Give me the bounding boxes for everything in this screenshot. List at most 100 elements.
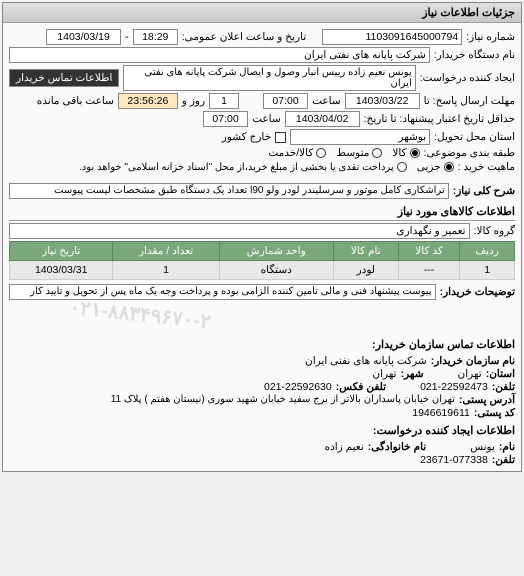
goods-group-value: تعمیر و نگهداری [9,223,470,239]
org-label: نام سازمان خریدار: [431,355,515,367]
validity-date: 1403/04/02 [285,111,360,127]
row-buyer-org: نام دستگاه خریدار: شرکت پایانه های نفتی … [9,47,515,63]
contact-section-title: اطلاعات تماس سازمان خریدار: [9,336,515,353]
td-code: --- [398,261,460,280]
creator-value: یونس نعیم زاده رییس انبار وصول و ایصال ش… [123,65,415,91]
td-qty: 1 [113,261,219,280]
abroad-checkbox[interactable] [275,132,286,143]
panel-title: جزئیات اطلاعات نیاز [3,3,521,23]
buyer-notes-label: توضیحات خریدار: [440,286,515,298]
row-tender-title: شرح کلی نیاز: تراشکاری کامل موتور و سرسل… [9,183,515,199]
budget-radio-group: کالا متوسط کالا/خدمت [268,147,419,159]
public-datetime-label: تاریخ و ساعت اعلان عمومی: [182,31,306,43]
radio-dot-icon [316,148,326,158]
contact-block: اطلاعات تماس سازمان خریدار: نام سازمان خ… [9,336,515,466]
row-buyer-notes: توضیحات خریدار: پیوست پیشنهاد فنی و مالی… [9,284,515,300]
th-unit: واحد شمارش [219,242,333,261]
buyer-notes-value: پیوست پیشنهاد فنی و مالی تامین کننده الز… [9,284,436,300]
creator-section-title: اطلاعات ایجاد کننده درخواست: [9,422,515,439]
postal-code-label: کد پستی: [474,407,515,419]
validity-label: حداقل تاریخ اعتبار پیشنهاد: تا تاریخ: [364,113,515,125]
budget-type-label: طبقه بندی موضوعی: [424,147,515,159]
time-label-1: ساعت [312,95,341,107]
province-value: تهران [458,368,482,380]
buyer-contact-button[interactable]: اطلاعات تماس خریدار [9,69,119,87]
row-nature: ماهیت خرید : جزیی پرداخت نقدی یا بخشی از… [9,161,515,173]
buyer-org-value: شرکت پایانه های نفتی ایران [9,47,430,63]
remaining-label: ساعت باقی مانده [37,95,114,107]
lname-label: نام خانوادگی: [368,441,426,453]
buyer-org-label: نام دستگاه خریدار: [434,49,515,61]
time-label-2: ساعت [252,113,281,125]
nature-radio-group: جزیی پرداخت نقدی یا بخشی از مبلغ خرید،از… [79,161,454,173]
dash-sep: - [125,31,129,43]
td-date: 1403/03/31 [10,261,113,280]
request-no-value: 1103091645000794 [322,29,462,45]
creator-label: ایجاد کننده درخواست: [420,72,515,84]
budget-radio-service[interactable]: کالا/خدمت [268,147,326,159]
watermark-text: ۰۲۱-۸۸۳۴۹۶۷۰-۲ [68,295,212,335]
fax-label: تلفن فکس: [336,381,386,393]
validity-time: 07:00 [203,111,248,127]
radio-dot-icon [410,148,420,158]
row-budget-type: طبقه بندی موضوعی: کالا متوسط کالا/خدمت [9,147,515,159]
row-reply-deadline: مهلت ارسال پاسخ: تا 1403/03/22 ساعت 07:0… [9,93,515,109]
row-request-no: شماره نیاز: 1103091645000794 تاریخ و ساع… [9,29,515,45]
radio-dot-icon [397,162,407,172]
reply-deadline-date: 1403/03/22 [345,93,420,109]
table-row: 1 --- لودر دستگاه 1 1403/03/31 [10,261,515,280]
td-row: 1 [460,261,515,280]
phone-value: 021-22592473 [420,381,488,393]
days-label: روز و [182,95,205,107]
th-qty: تعداد / مقدار [113,242,219,261]
cphone-value: 23671-077338 [420,454,488,466]
budget-radio-medium[interactable]: متوسط [336,147,382,159]
td-unit: دستگاه [219,261,333,280]
delivery-state-label: استان محل تحویل: [434,131,515,143]
postal-addr-label: آدرس پستی: [459,394,515,406]
days-remaining: 1 [209,93,239,109]
panel-body: شماره نیاز: 1103091645000794 تاریخ و ساع… [3,23,521,471]
budget-goods-label: کالا [392,147,406,159]
public-date: 1403/03/19 [46,29,121,45]
th-code: کد کالا [398,242,460,261]
city-value: تهران [372,368,396,380]
budget-medium-label: متوسط [336,147,369,159]
remaining-time: 23:56:26 [118,93,178,109]
abroad-label: خارج کشور [222,131,271,143]
tender-title-value: تراشکاری کامل موتور و سرسلیندر لودر ولو … [9,183,449,199]
th-row: ردیف [460,242,515,261]
main-panel: جزئیات اطلاعات نیاز شماره نیاز: 11030916… [2,2,522,472]
td-name: لودر [333,261,398,280]
postal-code-value: 1946619611 [412,407,470,419]
fname-label: نام: [499,441,515,453]
row-validity: حداقل تاریخ اعتبار پیشنهاد: تا تاریخ: 14… [9,111,515,127]
budget-service-label: کالا/خدمت [268,147,313,159]
request-no-label: شماره نیاز: [466,31,515,43]
city-label: شهر: [401,368,424,380]
watermark-area: ۰۲۱-۸۸۳۴۹۶۷۰-۲ [9,302,515,332]
radio-dot-icon [444,162,454,172]
fname-value: یونس [470,441,495,453]
nature-nopartial-label: پرداخت نقدی یا بخشی از مبلغ خرید،از محل … [79,162,394,173]
cphone-label: تلفن: [492,454,515,466]
public-time: 18:29 [133,29,178,45]
nature-radio-partial[interactable]: جزیی [417,161,454,173]
radio-dot-icon [372,148,382,158]
delivery-state-value: بوشهر [290,129,430,145]
province-label: استان: [486,368,515,380]
nature-radio-nopartial[interactable]: پرداخت نقدی یا بخشی از مبلغ خرید،از محل … [79,162,407,173]
goods-section-title: اطلاعات کالاهای مورد نیاز [9,203,515,221]
org-value: شرکت پایانه های نفتی ایران [305,355,427,367]
lname-value: نعیم زاده [325,441,364,453]
goods-table: ردیف کد کالا نام کالا واحد شمارش تعداد /… [9,241,515,280]
fax-value: 021-22592630 [264,381,332,393]
row-goods-group: گروه کالا: تعمیر و نگهداری [9,223,515,239]
budget-radio-goods[interactable]: کالا [392,147,419,159]
phone-label: تلفن: [492,381,515,393]
th-name: نام کالا [333,242,398,261]
postal-addr-value: تهران خیابان پاسداران بالاتر از برج سفید… [111,394,455,406]
goods-group-label: گروه کالا: [474,225,515,237]
table-header-row: ردیف کد کالا نام کالا واحد شمارش تعداد /… [10,242,515,261]
nature-partial-label: جزیی [417,161,441,173]
